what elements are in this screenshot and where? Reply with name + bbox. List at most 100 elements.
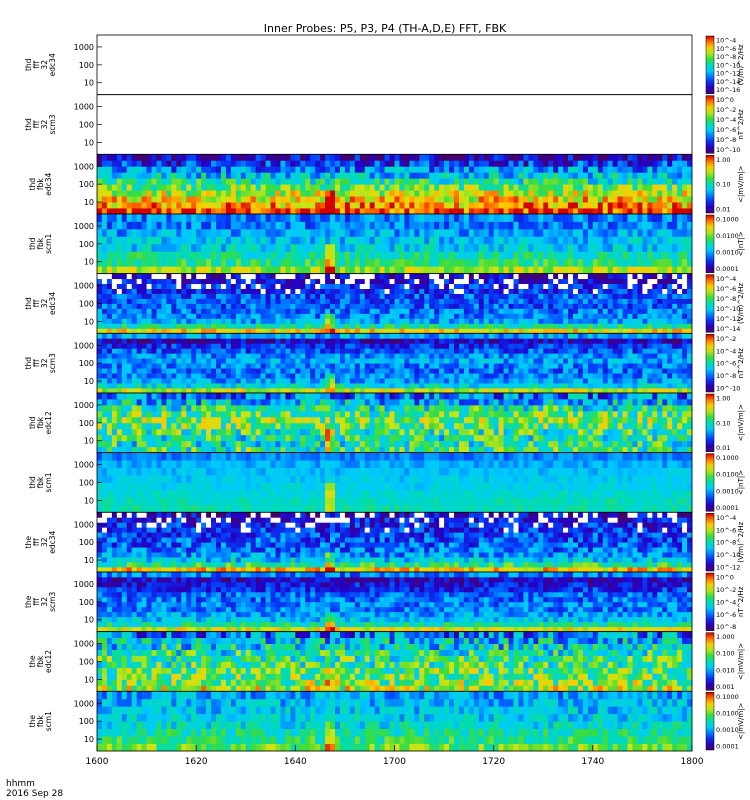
heatmap-cell [280, 184, 285, 190]
heatmap-cell [137, 221, 142, 229]
colorbar-thd-fff32-edc34-b: 10^-410^-610^-810^-1010^-1210^-14(V/m)^2… [706, 275, 745, 333]
heatmap-cell [355, 373, 360, 378]
heatmap-cell [201, 343, 206, 348]
heatmap-cell [474, 236, 479, 244]
heatmap-cell [132, 251, 137, 259]
heatmap-cell [419, 294, 424, 299]
heatmap-cell [161, 318, 166, 323]
heatmap-cell [588, 299, 593, 304]
heatmap-cell [147, 184, 152, 190]
heatmap-cell [509, 160, 514, 166]
heatmap-cell [637, 363, 642, 368]
heatmap-cell [514, 196, 519, 202]
heatmap-cell [300, 383, 305, 388]
heatmap-cell [310, 251, 315, 259]
heatmap-cell [226, 202, 231, 208]
heatmap-cell [637, 358, 642, 363]
heatmap-cell [335, 244, 340, 252]
heatmap-cell [563, 348, 568, 353]
heatmap-cell [509, 196, 514, 202]
heatmap-cell [107, 343, 112, 348]
heatmap-cell [256, 166, 261, 172]
heatmap-cell [137, 274, 142, 279]
heatmap-cell [226, 378, 231, 383]
heatmap-cell [642, 353, 647, 358]
heatmap-cell [484, 373, 489, 378]
heatmap-cell [315, 266, 320, 274]
heatmap-cell [102, 289, 107, 294]
heatmap-cell [122, 348, 127, 353]
heatmap-cell [593, 378, 598, 383]
heatmap-cell [112, 184, 117, 190]
heatmap-cell [330, 184, 335, 190]
heatmap-cell [206, 284, 211, 289]
heatmap-cell [186, 308, 191, 313]
heatmap-cell [290, 299, 295, 304]
heatmap-cell [385, 166, 390, 172]
heatmap-cell [543, 221, 548, 229]
heatmap-cell [538, 274, 543, 279]
heatmap-cell [523, 289, 528, 294]
heatmap-cell [375, 196, 380, 202]
heatmap-cell [385, 348, 390, 353]
heatmap-cell [479, 388, 484, 393]
heatmap-cell [548, 353, 553, 358]
heatmap-cell [533, 208, 538, 214]
heatmap-cell [583, 166, 588, 172]
heatmap-cell [608, 289, 613, 294]
heatmap-cell [578, 172, 583, 178]
heatmap-cell [657, 221, 662, 229]
heatmap-cell [509, 328, 514, 333]
heatmap-cell [186, 251, 191, 259]
heatmap-cell [538, 202, 543, 208]
heatmap-cell [667, 184, 672, 190]
heatmap-cell [335, 266, 340, 274]
heatmap-cell [449, 368, 454, 373]
heatmap-cell [652, 221, 657, 229]
heatmap-cell [667, 172, 672, 178]
heatmap-cell [459, 202, 464, 208]
heatmap-cell [548, 274, 553, 279]
heatmap-cell [444, 178, 449, 184]
heatmap-cell [285, 313, 290, 318]
heatmap-cell [409, 358, 414, 363]
heatmap-cell [399, 338, 404, 343]
heatmap-cell [231, 196, 236, 202]
heatmap-cell [548, 196, 553, 202]
heatmap-cell [176, 353, 181, 358]
heatmap-cell [444, 343, 449, 348]
heatmap-cell [414, 229, 419, 237]
heatmap-cell [276, 214, 281, 222]
heatmap-cell [97, 172, 102, 178]
heatmap-cell [399, 294, 404, 299]
heatmap-cell [439, 284, 444, 289]
heatmap-cell [479, 154, 484, 160]
heatmap-cell [409, 208, 414, 214]
heatmap-cell [484, 154, 489, 160]
heatmap-cell [221, 294, 226, 299]
heatmap-cell [677, 166, 682, 172]
heatmap-cell [385, 202, 390, 208]
heatmap-cell [107, 160, 112, 166]
heatmap-cell [290, 378, 295, 383]
heatmap-cell [365, 353, 370, 358]
heatmap-cell [132, 304, 137, 309]
heatmap-cell [191, 154, 196, 160]
heatmap-cell [335, 236, 340, 244]
heatmap-cell [583, 299, 588, 304]
heatmap-cell [112, 358, 117, 363]
heatmap-cell [504, 214, 509, 222]
heatmap-cell [330, 304, 335, 309]
heatmap-cell [558, 196, 563, 202]
heatmap-cell [231, 383, 236, 388]
heatmap-cell [429, 388, 434, 393]
heatmap-cell [325, 184, 330, 190]
heatmap-cell [132, 284, 137, 289]
heatmap-cell [514, 229, 519, 237]
heatmap-cell [563, 294, 568, 299]
heatmap-cell [380, 279, 385, 284]
heatmap-cell [266, 154, 271, 160]
heatmap-cell [157, 308, 162, 313]
heatmap-cell [241, 378, 246, 383]
heatmap-cell [206, 266, 211, 274]
